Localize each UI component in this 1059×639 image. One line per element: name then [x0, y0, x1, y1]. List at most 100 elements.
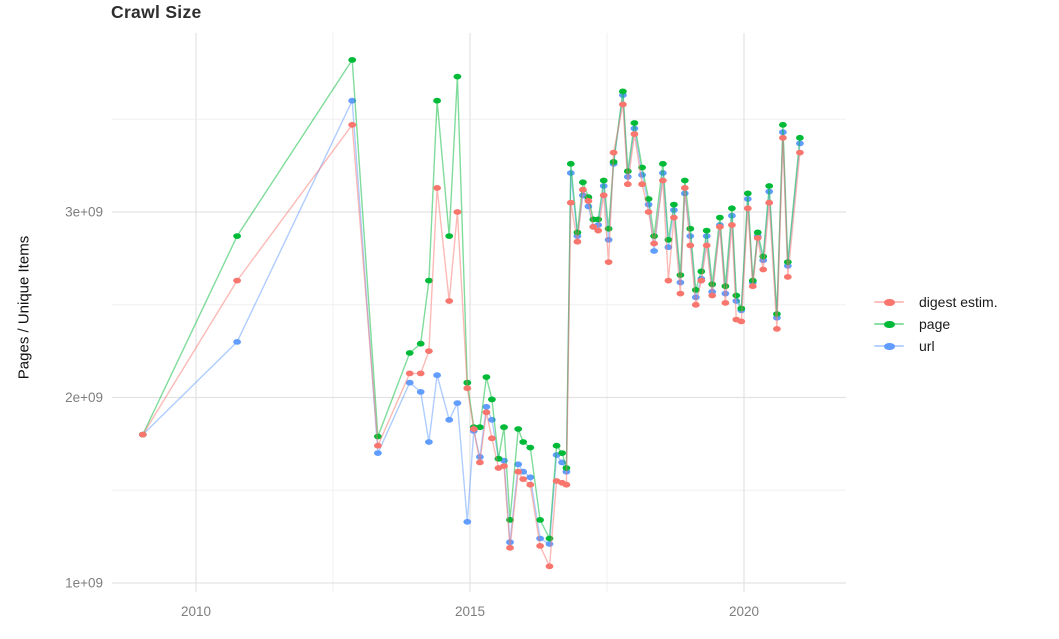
x-tick-label: 2020: [729, 604, 759, 619]
data-point: [584, 198, 593, 204]
data-point: [573, 229, 582, 236]
data-point: [644, 196, 653, 202]
data-point: [469, 426, 478, 432]
data-point: [519, 476, 528, 482]
legend-item-page: page: [874, 313, 998, 335]
data-point: [374, 442, 382, 449]
data-point: [573, 238, 582, 245]
series-line: [142, 95, 801, 546]
data-point: [526, 474, 535, 481]
data-point: [514, 461, 523, 468]
data-point: [680, 185, 689, 191]
data-point: [737, 318, 746, 325]
data-point: [579, 179, 587, 186]
data-point: [676, 290, 685, 297]
data-point: [500, 463, 508, 469]
data-point: [783, 274, 792, 280]
data-point: [759, 266, 768, 273]
data-point: [716, 214, 724, 221]
data-point: [753, 229, 762, 236]
data-point: [514, 468, 523, 475]
data-point: [482, 403, 491, 410]
data-point: [748, 283, 757, 290]
legend-item-digest-estim: digest estim.: [874, 291, 998, 313]
data-point: [753, 235, 762, 241]
x-tick-label: 2010: [181, 604, 211, 619]
data-point: [630, 120, 639, 126]
data-point: [630, 131, 639, 138]
data-point: [702, 227, 711, 234]
data-point: [708, 292, 717, 299]
data-point: [609, 149, 618, 156]
data-point: [721, 300, 730, 306]
data-point: [425, 277, 433, 284]
data-point: [506, 544, 514, 551]
data-point: [416, 340, 425, 347]
data-point: [233, 339, 242, 345]
data-point: [416, 389, 425, 395]
data-point: [579, 186, 587, 193]
data-point: [599, 192, 608, 199]
data-point: [562, 481, 571, 488]
data-point: [708, 281, 717, 288]
data-point: [545, 541, 554, 547]
series-digest-estim-: [138, 101, 804, 570]
data-point: [670, 214, 678, 221]
data-point: [405, 350, 414, 356]
data-point: [536, 543, 544, 549]
data-point: [697, 277, 706, 284]
data-point: [623, 181, 632, 188]
y-tick-label: 2e+09: [65, 390, 103, 405]
data-point: [374, 450, 382, 456]
data-point: [416, 370, 425, 377]
data-point: [433, 372, 441, 379]
data-point: [566, 199, 575, 206]
y-axis-label: Pages / Unique Items: [15, 235, 33, 380]
data-point: [519, 439, 528, 445]
data-point: [445, 298, 454, 304]
data-point: [453, 209, 462, 215]
data-point: [779, 121, 787, 128]
data-point: [630, 125, 639, 132]
legend-key-digest-estim: [874, 297, 904, 307]
data-point: [482, 374, 491, 380]
data-point: [732, 292, 741, 299]
legend-label: url: [919, 338, 935, 354]
data-point: [566, 160, 575, 167]
data-point: [659, 177, 667, 184]
data-point: [433, 185, 441, 191]
data-point: [670, 201, 678, 208]
data-point: [619, 101, 627, 108]
data-point: [680, 177, 689, 184]
data-point: [589, 223, 598, 230]
legend-dot-swatch: [884, 320, 895, 328]
data-point: [453, 73, 462, 80]
series-line: [142, 104, 801, 570]
data-point: [650, 240, 658, 247]
data-point: [463, 385, 472, 392]
data-point: [686, 242, 695, 249]
data-point: [638, 181, 646, 188]
data-point: [233, 233, 242, 240]
legend-label: digest estim.: [919, 294, 998, 310]
data-point: [374, 433, 382, 440]
legend: digest estim. page url: [874, 291, 998, 357]
data-point: [405, 379, 414, 386]
data-point: [405, 370, 414, 377]
series-url: [138, 92, 804, 547]
data-point: [773, 326, 781, 332]
data-point: [425, 439, 433, 445]
data-point: [644, 209, 653, 215]
data-point: [558, 450, 566, 456]
data-point: [650, 248, 658, 254]
data-point: [716, 223, 724, 230]
data-point: [737, 305, 746, 312]
data-point: [348, 57, 357, 63]
data-point: [594, 227, 603, 234]
data-point: [536, 535, 544, 542]
data-point: [728, 222, 736, 228]
data-point: [488, 435, 496, 442]
legend-item-url: url: [874, 335, 998, 357]
data-point: [650, 233, 658, 240]
